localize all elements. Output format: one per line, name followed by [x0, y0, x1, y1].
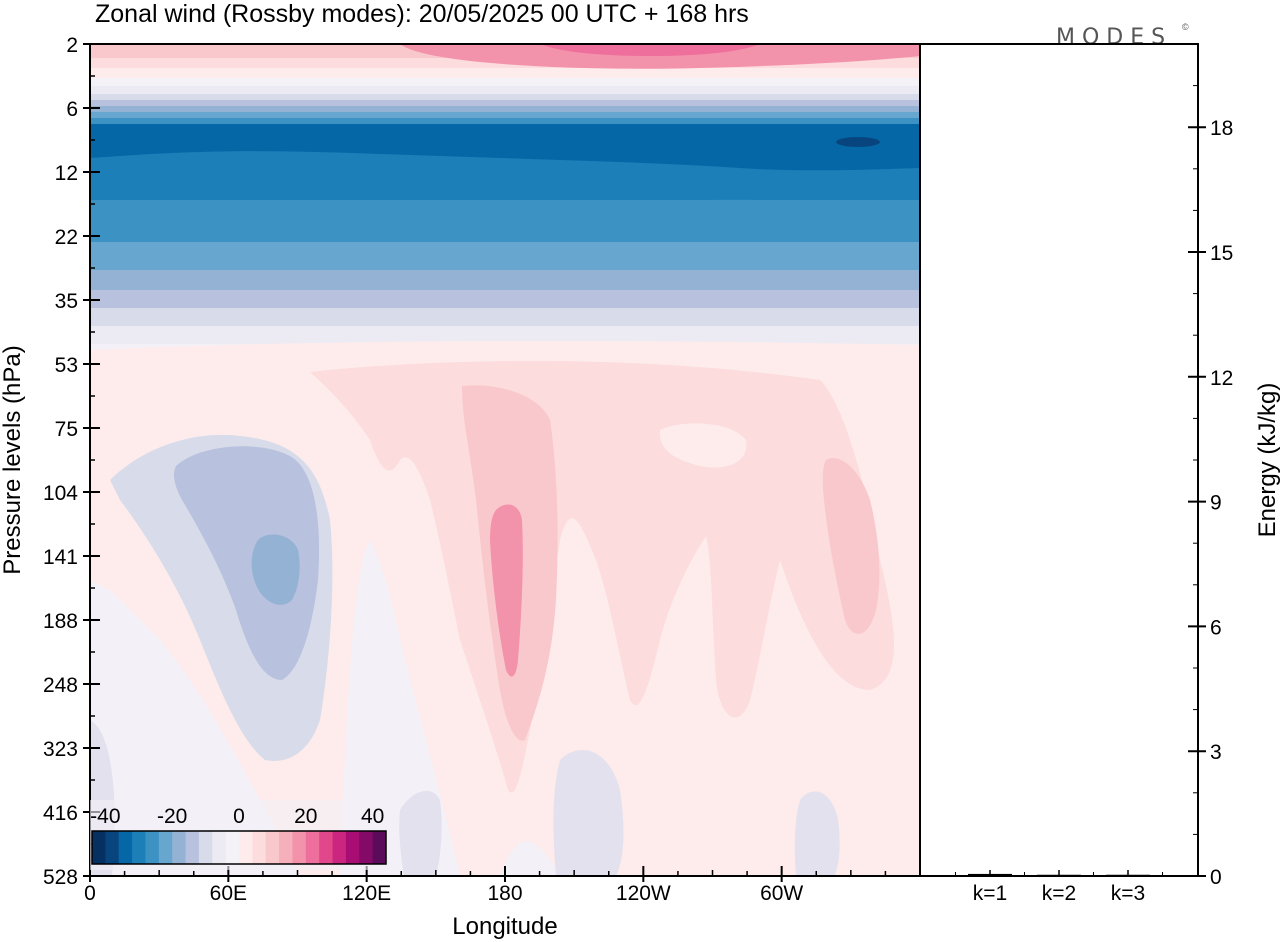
colorbar-swatch: [332, 831, 347, 864]
wavenumber-tick-label: k=2: [1042, 882, 1076, 905]
jet-dark-core: [90, 124, 920, 171]
band-blue-8: [90, 290, 920, 308]
pressure-tick-label: 2: [66, 34, 78, 57]
band-lav-1: [90, 86, 920, 94]
colorbar-swatch: [265, 831, 280, 864]
pressure-tick-label: 323: [43, 738, 78, 761]
pressure-tick-label: 22: [55, 226, 78, 249]
westerly-max: [400, 44, 920, 69]
colorbar-swatch: [132, 831, 146, 864]
zonal-wind-heatmap: [90, 44, 920, 876]
energy-tick-label: 15: [1210, 242, 1233, 265]
colorbar-swatch: [145, 831, 160, 864]
energy-tick-label: 12: [1210, 367, 1233, 390]
colorbar: -40 -20 0 20 40: [90, 800, 388, 870]
colorbar-swatch: [92, 831, 106, 864]
pressure-tick-label: 416: [43, 802, 78, 825]
energy-tick-label: 0: [1210, 866, 1222, 889]
colorbar-swatch: [239, 831, 253, 864]
pressure-tick-label: 12: [55, 162, 78, 185]
longitude-tick-label: 60E: [210, 882, 247, 905]
energy-tick-label: 18: [1210, 117, 1233, 140]
colorbar-swatch: [225, 831, 240, 864]
colorbar-swatch: [172, 831, 187, 864]
energy-tick-label: 3: [1210, 741, 1222, 764]
wavenumber-axis: k=1 k=2 k=3: [955, 870, 1163, 905]
energy-tick-label: 6: [1210, 616, 1222, 639]
colorbar-tick-label: 40: [361, 805, 384, 828]
chart-title: Zonal wind (Rossby modes): 20/05/2025 00…: [95, 0, 749, 28]
colorbar-swatch: [212, 831, 227, 864]
band-lav-3: [90, 100, 920, 106]
energy-axis: 0 3 6 9 12 15 18: [1188, 85, 1233, 889]
positive-max-core: [490, 504, 523, 677]
colorbar-swatch: [292, 831, 307, 864]
wavenumber-tick-label: k=3: [1111, 882, 1145, 905]
band-blue-1: [90, 106, 920, 112]
lower-patch-4: [399, 790, 442, 876]
pressure-tick-label: 75: [55, 418, 78, 441]
colorbar-swatch: [158, 831, 173, 864]
band-white: [90, 78, 920, 86]
jet-blue-upper-edge: [90, 199, 920, 242]
colorbar-tick-label: 20: [294, 805, 317, 828]
pressure-tick-label: 248: [43, 674, 78, 697]
colorbar-swatch: [185, 831, 200, 864]
wavenumber-tick-label: k=1: [973, 882, 1007, 905]
band-blue-6: [90, 242, 920, 270]
colorbar-swatch: [252, 831, 267, 864]
logo-mark: ©: [1182, 22, 1189, 32]
x-axis-label: Longitude: [452, 913, 557, 940]
y-axis-label: Pressure levels (hPa): [0, 345, 26, 574]
lower-patch-3: [794, 791, 840, 876]
weak-zero-patch: [659, 423, 747, 468]
colorbar-tick-label: 0: [233, 805, 245, 828]
pressure-tick-label: 104: [43, 482, 78, 505]
pressure-axis: 2 6 12 22 35 53 75 104 141 188 248 323 416 528: [43, 34, 100, 889]
longitude-tick-label: 0: [84, 882, 96, 905]
longitude-tick-label: 120E: [342, 882, 391, 905]
band-lav-5: [90, 326, 920, 344]
westerly-max-core: [540, 44, 760, 56]
band-blue-7: [90, 270, 920, 290]
band-lav-2: [90, 94, 920, 100]
energy-panel-frame: [919, 43, 1199, 877]
jet-minimum: [836, 137, 880, 147]
colorbar-swatch: [372, 831, 387, 864]
band-blue-3: [90, 118, 920, 124]
band-pink-3: [90, 68, 920, 78]
longitude-axis: 0 60E 120E 180 120W 60W: [84, 866, 887, 905]
colorbar-tick-label: -40: [90, 805, 120, 828]
pressure-tick-label: 528: [43, 866, 78, 889]
longitude-tick-label: 120W: [616, 882, 671, 905]
lower-patch-2: [553, 750, 624, 876]
negative-region-mid: [174, 446, 320, 680]
pressure-tick-label: 141: [43, 546, 78, 569]
colorbar-swatch: [118, 831, 133, 864]
positive-east-core: [822, 458, 880, 634]
colorbar-swatch: [198, 831, 213, 864]
pressure-tick-label: 6: [66, 98, 78, 121]
colorbar-swatch: [319, 831, 334, 864]
colorbar-tick-label: -20: [157, 805, 187, 828]
energy-axis-label: Energy (kJ/kg): [1254, 383, 1280, 538]
band-blue-2: [90, 112, 920, 118]
colorbar-swatch: [345, 831, 360, 864]
positive-region-mid: [310, 361, 894, 793]
pressure-tick-label: 188: [43, 610, 78, 633]
pressure-tick-label: 53: [55, 354, 78, 377]
colorbar-swatch: [359, 831, 374, 864]
colorbar-swatch: [105, 831, 120, 864]
band-lav-4: [90, 308, 920, 326]
pressure-tick-label: 35: [55, 290, 78, 313]
longitude-tick-label: 180: [487, 882, 522, 905]
longitude-tick-label: 60W: [760, 882, 803, 905]
colorbar-swatch: [305, 831, 320, 864]
negative-region-core: [251, 534, 300, 605]
energy-tick-label: 9: [1210, 492, 1222, 515]
colorbar-frame: [91, 830, 387, 865]
colorbar-swatch: [279, 831, 293, 864]
